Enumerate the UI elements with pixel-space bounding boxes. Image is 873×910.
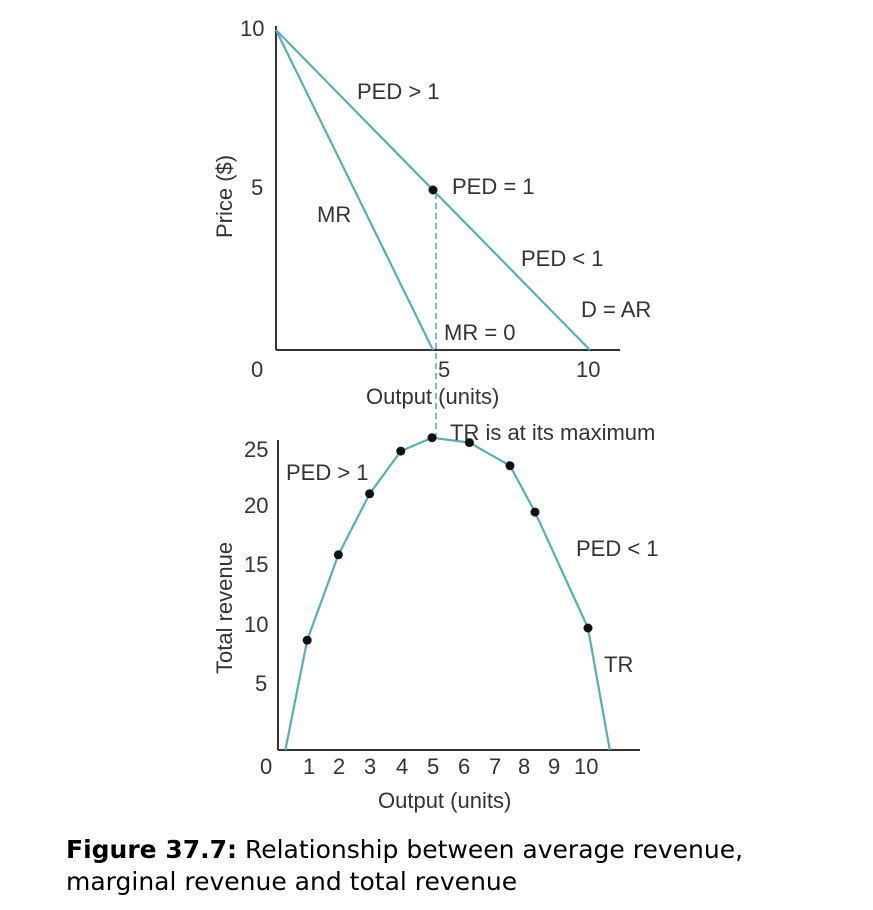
bottom-x-tick-0: 0: [260, 754, 272, 779]
bottom-y-tick-25: 25: [244, 437, 268, 462]
bottom-x-axis-label: Output (units): [378, 788, 511, 813]
bottom-x-tick-10: 10: [574, 754, 598, 779]
bottom-y-axis-label: Total revenue: [212, 542, 237, 674]
figure-caption: Figure 37.7: Relationship between averag…: [66, 834, 856, 898]
tr-point: [464, 438, 474, 448]
tr-max-label: TR is at its maximum: [450, 420, 655, 445]
bottom-y-tick-15: 15: [244, 552, 268, 577]
figure-caption-number: Figure 37.7:: [66, 835, 238, 864]
bottom-x-tick-8: 8: [518, 754, 530, 779]
tr-point: [530, 507, 540, 517]
mr-label: MR: [317, 202, 351, 227]
tr-point: [427, 433, 437, 443]
tr-point: [365, 489, 375, 499]
tr-points: [302, 433, 593, 645]
top-x-axis-label: Output (units): [366, 384, 499, 409]
top-y-tick-5: 5: [251, 175, 263, 200]
bottom-y-tick-10: 10: [244, 612, 268, 637]
mr-line: [275, 29, 434, 351]
unit-elastic-point: [428, 185, 438, 195]
tr-point: [583, 623, 593, 633]
ped-unit-label: PED = 1: [452, 174, 535, 199]
demand-ar-label: D = AR: [581, 297, 651, 322]
bottom-x-tick-5: 5: [427, 754, 439, 779]
bottom-x-tick-9: 9: [548, 754, 560, 779]
mr-zero-label: MR = 0: [444, 320, 516, 345]
top-x-tick-5: 5: [438, 357, 450, 382]
bottom-x-tick-6: 6: [458, 754, 470, 779]
tr-elastic-label: PED > 1: [286, 460, 369, 485]
bottom-x-tick-3: 3: [364, 754, 376, 779]
top-x-tick-0: 0: [251, 357, 263, 382]
top-y-tick-10: 10: [240, 16, 264, 41]
top-x-tick-10: 10: [576, 357, 600, 382]
bottom-x-tick-7: 7: [489, 754, 501, 779]
tr-point: [302, 635, 312, 645]
tr-curve-label: TR: [604, 652, 633, 677]
top-y-axis-label: Price ($): [212, 155, 237, 238]
total-revenue-chart: 25 20 15 10 5 0 1 2 3 4 5 6 7 8 9 10 Out…: [212, 420, 659, 813]
ped-inelastic-label: PED < 1: [521, 246, 604, 271]
bottom-x-tick-1: 1: [303, 754, 315, 779]
bottom-y-tick-20: 20: [244, 493, 268, 518]
bottom-y-tick-5: 5: [255, 671, 267, 696]
ar-mr-chart: 10 5 0 5 10 Output (units) Price ($) PED…: [212, 16, 651, 440]
tr-inelastic-label: PED < 1: [576, 536, 659, 561]
tr-point: [396, 446, 406, 456]
bottom-x-tick-2: 2: [333, 754, 345, 779]
bottom-x-tick-4: 4: [396, 754, 408, 779]
ped-elastic-label: PED > 1: [357, 79, 440, 104]
figure-caption-text: Relationship between average revenue, ma…: [66, 835, 744, 896]
tr-point: [505, 461, 515, 471]
tr-point: [333, 550, 343, 560]
